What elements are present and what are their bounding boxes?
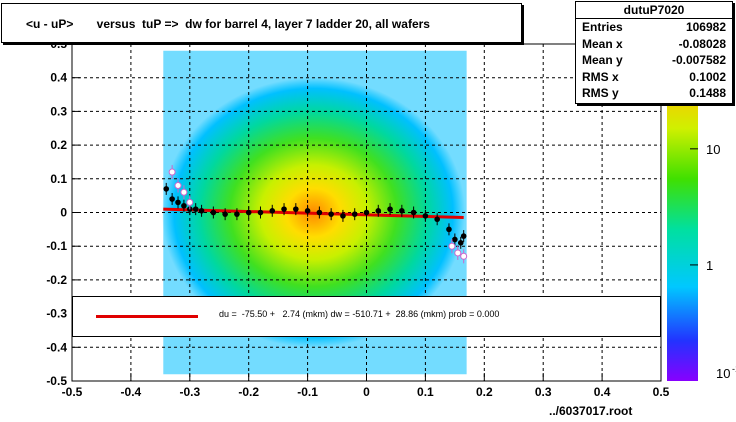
profile-point: [192, 206, 199, 212]
profile-point: [460, 233, 467, 239]
y-tick-label: 0: [60, 206, 67, 220]
profile-point: [452, 236, 458, 243]
x-tick-label: 0.3: [535, 385, 552, 399]
y-tick-label: 0.3: [50, 104, 67, 118]
stats-row-entries: Entries 106982: [576, 19, 732, 36]
stats-label: RMS y: [582, 86, 619, 100]
profile-point: [399, 208, 405, 214]
fit-legend-line: [96, 315, 198, 318]
profile-point: [304, 208, 311, 214]
y-tick-label: -0.1: [46, 239, 67, 253]
z-tick-label: 10: [706, 142, 720, 157]
y-axis: -0.5-0.4-0.3-0.2-0.100.10.20.30.40.5: [46, 37, 80, 388]
y-tick-label: -0.2: [46, 273, 67, 287]
stats-box: dutuP7020 Entries 106982 Mean x -0.08028 M…: [575, 1, 733, 104]
x-tick-label: -0.3: [179, 385, 200, 399]
x-tick-label: -0.1: [297, 385, 318, 399]
x-axis: -0.5 -0.4 -0.3 -0.2 -0.1 0 0.1 0.2 0.3 0.4 0.5: [62, 373, 670, 399]
y-tick-label: -0.4: [46, 340, 67, 354]
x-tick-label: -0.2: [238, 385, 259, 399]
source-file-label: ../6037017.root: [549, 404, 633, 418]
stats-label: RMS x: [582, 69, 619, 84]
profile-point: [169, 196, 175, 202]
alt-point: [454, 249, 462, 257]
alt-point: [168, 168, 176, 176]
alt-point: [460, 252, 468, 260]
z-tick-label-bottom: 10: [716, 366, 730, 381]
profile-point: [351, 211, 358, 217]
alt-point: [174, 182, 182, 190]
alt-point: [180, 188, 188, 196]
profile-point: [410, 209, 417, 216]
profile-point: [340, 213, 346, 219]
profile-point: [422, 213, 429, 219]
stats-row-rms-x: RMS x 0.1002: [576, 69, 732, 86]
y-tick-label: -0.3: [46, 307, 67, 321]
x-tick-label: -0.5: [62, 385, 83, 399]
x-tick-label: -0.4: [121, 385, 142, 399]
profile-point: [316, 209, 323, 216]
profile-point: [328, 211, 334, 217]
x-tick-label: 0: [363, 385, 370, 399]
profile-point: [222, 211, 228, 217]
profile-point: [457, 240, 464, 246]
x-tick-label: 0.4: [594, 385, 611, 399]
y-tick-label: 0.4: [50, 71, 67, 85]
fit-legend-text: du = -75.50 + 2.74 (mkm) dw = -510.71 + …: [219, 309, 500, 319]
profile-point: [269, 208, 276, 214]
alt-points: [168, 165, 468, 264]
profile-point: [446, 226, 452, 233]
profile-point: [175, 199, 181, 206]
stats-label: Mean x: [582, 36, 623, 51]
x-tick-label: 0.1: [417, 385, 434, 399]
profile-point: [257, 209, 264, 216]
stats-row-mean-x: Mean x -0.08028: [576, 36, 732, 53]
plot-title: <u - uP> versus tuP => dw for barrel 4, …: [1, 3, 522, 43]
stats-label: Entries: [582, 20, 623, 34]
profile-point: [234, 211, 240, 217]
profile-point: [375, 208, 382, 214]
alt-point: [448, 242, 456, 250]
profile-point: [198, 208, 205, 214]
profile-point: [281, 206, 287, 212]
alt-point: [186, 198, 194, 206]
y-tick-label: 0.2: [50, 138, 67, 152]
stats-row-mean-y: Mean y -0.007582: [576, 52, 732, 69]
stats-label: Mean y: [582, 53, 623, 67]
fit-legend: du = -75.50 + 2.74 (mkm) dw = -510.71 + …: [72, 296, 661, 337]
stats-value: 106982: [685, 20, 726, 34]
stats-value: -0.007582: [671, 53, 726, 67]
y-tick-label: -0.5: [46, 374, 67, 388]
profile-point: [293, 206, 299, 212]
profile-point: [163, 186, 170, 192]
y-tick-label: 0.1: [50, 172, 67, 186]
profile-point: [363, 209, 370, 216]
x-tick-label: 0.5: [653, 385, 670, 399]
profile-point: [181, 202, 187, 209]
stats-value: 0.1488: [689, 86, 726, 100]
profile-point: [245, 209, 252, 216]
stats-row-rms-y: RMS y 0.1488: [576, 85, 732, 102]
z-tick-label: 1: [706, 258, 713, 273]
profile-point: [434, 216, 440, 223]
profile-point: [387, 206, 393, 212]
stats-value: -0.08028: [678, 36, 726, 51]
stats-value: 0.1002: [689, 69, 726, 84]
profile-points: [163, 182, 467, 249]
z-tick-label-exp: -1: [732, 364, 736, 374]
stats-name: dutuP7020: [576, 2, 732, 19]
x-tick-label: 0.2: [476, 385, 493, 399]
profile-point: [210, 209, 217, 216]
